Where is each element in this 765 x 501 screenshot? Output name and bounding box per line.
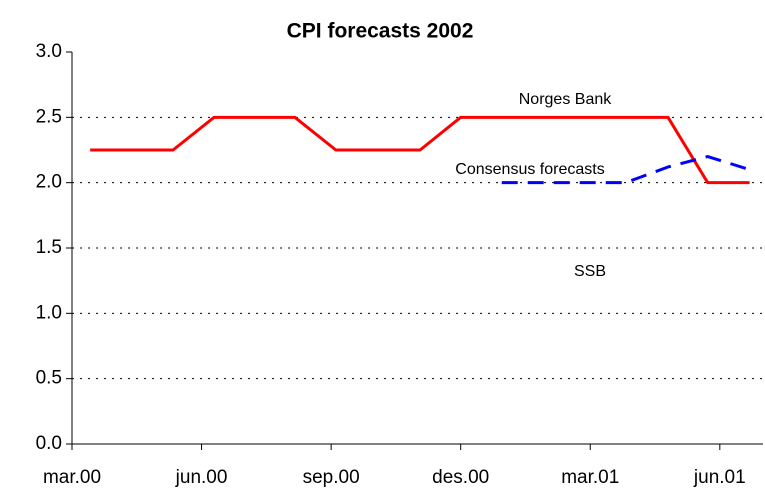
series-label: Norges Bank [519,91,612,108]
y-tick-label: 2.5 [36,106,62,127]
y-tick-label: 2.0 [36,172,62,193]
y-tick-label: 1.5 [36,237,62,258]
series-line [90,115,750,185]
x-tick-label: jun.01 [693,467,746,488]
x-tick-label: des.00 [432,467,489,488]
x-tick-label: jun.00 [175,467,228,488]
x-tick-label: sep.00 [303,467,360,488]
y-tick-label: 0.0 [36,433,62,454]
y-tick-label: 3.0 [36,41,62,62]
x-tick-label: mar.01 [561,467,619,488]
x-tick-label: mar.00 [43,467,101,488]
annotation: SSB [574,263,606,280]
chart-title: CPI forecasts 2002 [287,20,474,43]
y-tick-label: 0.5 [36,368,62,389]
series-line [501,155,751,185]
series-label: Consensus forecasts [455,161,604,178]
y-tick-label: 1.0 [36,302,62,323]
